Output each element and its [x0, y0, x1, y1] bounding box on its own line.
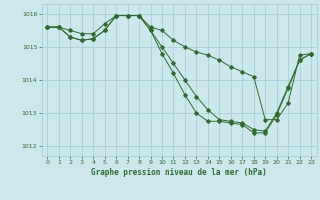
X-axis label: Graphe pression niveau de la mer (hPa): Graphe pression niveau de la mer (hPa): [91, 168, 267, 177]
